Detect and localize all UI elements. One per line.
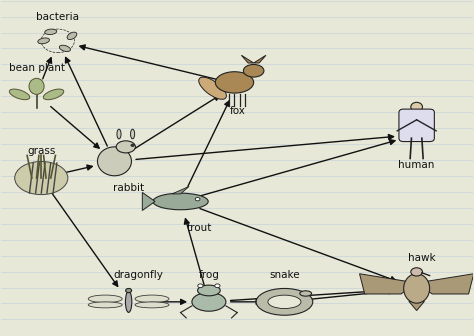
- Ellipse shape: [126, 291, 132, 312]
- Ellipse shape: [88, 295, 122, 303]
- Ellipse shape: [38, 38, 49, 44]
- Ellipse shape: [59, 45, 71, 51]
- Text: hawk: hawk: [408, 253, 435, 263]
- Text: trout: trout: [187, 223, 212, 233]
- Ellipse shape: [126, 288, 132, 293]
- Ellipse shape: [43, 89, 64, 100]
- Ellipse shape: [98, 147, 131, 176]
- Ellipse shape: [15, 162, 68, 195]
- Ellipse shape: [135, 302, 169, 308]
- Ellipse shape: [192, 292, 226, 311]
- Text: bacteria: bacteria: [36, 12, 79, 23]
- Text: grass: grass: [27, 146, 55, 156]
- Ellipse shape: [404, 274, 429, 303]
- Polygon shape: [409, 301, 424, 310]
- Text: human: human: [399, 160, 435, 170]
- Ellipse shape: [45, 29, 57, 35]
- Ellipse shape: [411, 102, 422, 112]
- Text: fox: fox: [229, 106, 245, 116]
- Ellipse shape: [215, 284, 220, 288]
- Text: snake: snake: [269, 270, 300, 280]
- Ellipse shape: [29, 78, 44, 94]
- Ellipse shape: [195, 198, 200, 201]
- Ellipse shape: [117, 129, 121, 139]
- Ellipse shape: [88, 302, 122, 308]
- FancyBboxPatch shape: [399, 109, 434, 141]
- Ellipse shape: [411, 268, 422, 276]
- Ellipse shape: [9, 89, 30, 100]
- Ellipse shape: [67, 32, 77, 40]
- Ellipse shape: [153, 193, 208, 210]
- Ellipse shape: [256, 289, 313, 315]
- Polygon shape: [241, 55, 254, 63]
- Polygon shape: [142, 193, 155, 210]
- Ellipse shape: [116, 141, 136, 153]
- Text: frog: frog: [199, 270, 219, 280]
- Ellipse shape: [268, 295, 301, 308]
- Text: dragonfly: dragonfly: [113, 270, 163, 280]
- Ellipse shape: [243, 65, 264, 77]
- Ellipse shape: [198, 284, 203, 288]
- Polygon shape: [417, 274, 474, 294]
- Polygon shape: [359, 274, 417, 294]
- Ellipse shape: [131, 144, 134, 146]
- Polygon shape: [254, 55, 266, 63]
- Polygon shape: [172, 186, 189, 194]
- Ellipse shape: [130, 129, 135, 139]
- Ellipse shape: [199, 77, 227, 99]
- Ellipse shape: [300, 291, 311, 296]
- Ellipse shape: [215, 72, 254, 93]
- Ellipse shape: [198, 285, 220, 296]
- Text: bean plant: bean plant: [9, 62, 64, 73]
- Ellipse shape: [135, 295, 169, 303]
- Text: rabbit: rabbit: [113, 183, 144, 193]
